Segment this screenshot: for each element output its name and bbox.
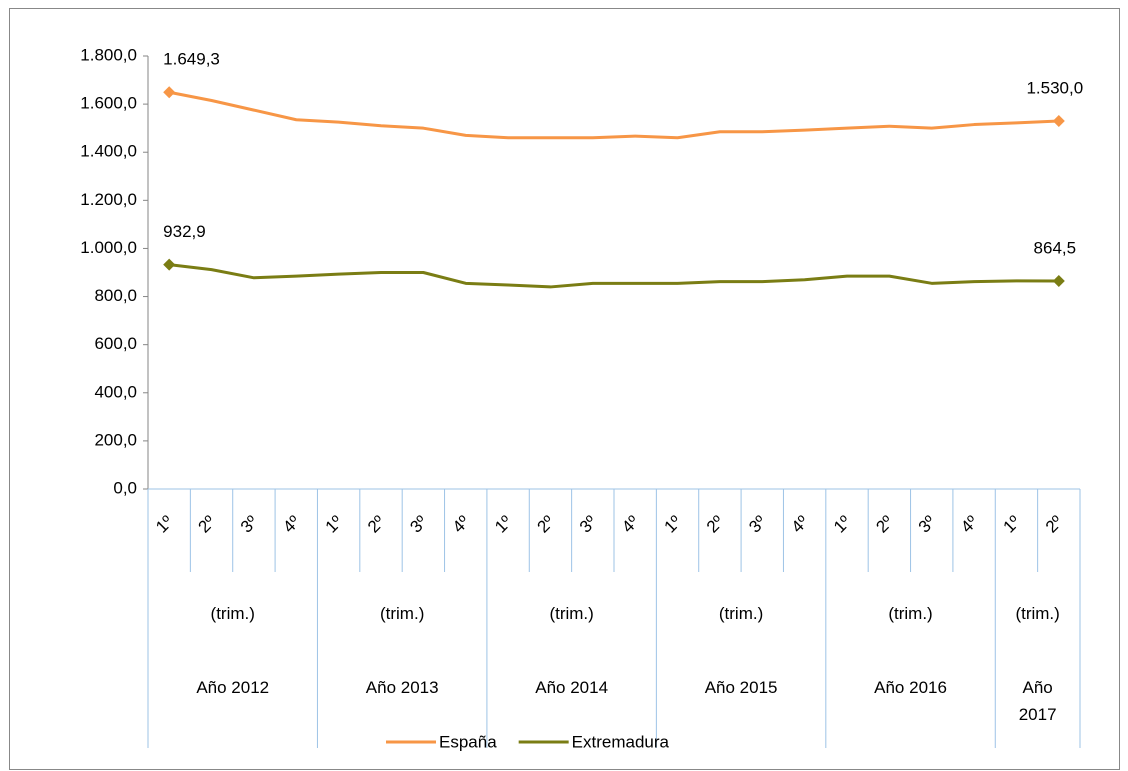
- y-tick-label: 1.200,0: [80, 190, 137, 209]
- group-sublabel: (trim.): [210, 604, 255, 623]
- group-label: Año 2016: [874, 678, 947, 697]
- group-label: Año 2013: [365, 678, 439, 697]
- group-label: Año 2014: [535, 678, 609, 697]
- point-marker: [163, 86, 176, 99]
- point-marker: [1052, 275, 1065, 288]
- group-label: Año 2017: [1018, 678, 1057, 724]
- point-marker: [1052, 114, 1065, 127]
- chart-border: [9, 8, 1120, 770]
- series-line: [169, 263, 1059, 289]
- y-tick-label: 400,0: [94, 382, 137, 401]
- group-label: Año 2012: [196, 678, 270, 697]
- data-label: 932,9: [163, 222, 206, 241]
- data-label: 864,5: [1034, 239, 1077, 258]
- legend-label: Extremadura: [572, 732, 670, 751]
- y-tick-label: 0,0: [113, 478, 137, 497]
- y-tick-label: 800,0: [94, 286, 137, 305]
- y-tick-label: 600,0: [94, 334, 137, 353]
- y-tick-label: 1.800,0: [80, 45, 137, 64]
- y-tick-label: 1.400,0: [80, 142, 137, 161]
- data-label: 1.530,0: [1026, 78, 1083, 97]
- group-sublabel: (trim.): [718, 604, 764, 623]
- y-tick-label: 200,0: [94, 430, 137, 449]
- data-label: 1.649,3: [163, 50, 220, 69]
- point-marker: [163, 258, 176, 271]
- group-sublabel: (trim.): [888, 604, 933, 623]
- y-tick-label: 1.000,0: [80, 238, 137, 257]
- series-line: [168, 90, 1059, 140]
- group-label: Año 2015: [704, 678, 778, 697]
- group-sublabel: (trim.): [1015, 604, 1060, 623]
- group-sublabel: (trim.): [549, 604, 594, 623]
- legend-label: España: [439, 732, 497, 751]
- group-sublabel: (trim.): [379, 604, 425, 623]
- y-tick-label: 1.600,0: [80, 94, 137, 113]
